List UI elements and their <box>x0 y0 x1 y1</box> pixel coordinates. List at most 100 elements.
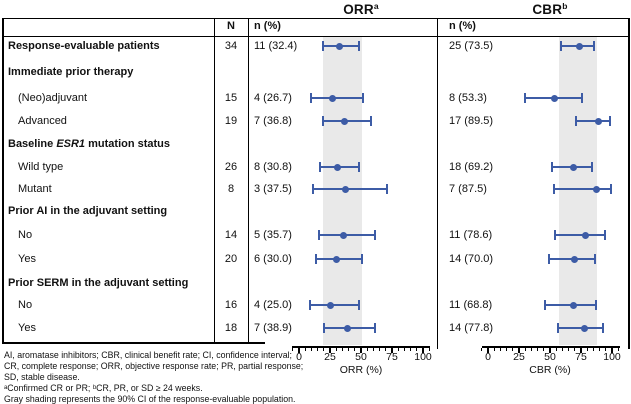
cbr-point-estimate-dot <box>593 185 600 193</box>
cbr-ci-whisker <box>558 327 604 329</box>
cbr-major-tick <box>611 347 613 354</box>
cbr-npct-cell: 11 (78.6) <box>449 229 493 241</box>
category-row-label: Prior AI in the adjuvant setting <box>8 205 168 217</box>
subgroup-row-label: Advanced <box>18 115 67 127</box>
cbr-tick-label: 0 <box>485 351 491 363</box>
cbr-point-estimate-dot <box>595 117 603 125</box>
orr-tick-label: 100 <box>414 351 432 363</box>
orr-minor-tick <box>403 347 406 352</box>
cbr-minor-tick <box>530 347 533 352</box>
cbr-tick-label: 75 <box>575 351 587 363</box>
cbr-ci-cap-high <box>594 254 597 264</box>
cbr-npct-cell: 11 (68.8) <box>449 299 493 311</box>
cbr-npct-cell: 25 (73.5) <box>449 40 494 52</box>
orr-minor-tick <box>409 347 412 352</box>
cbr-major-tick <box>580 347 582 354</box>
orr-ci-cap-low <box>310 93 313 103</box>
cbr-ci-cap-low <box>559 41 562 51</box>
cbr-minor-tick <box>555 347 557 352</box>
orr-panel-title: ORRa <box>299 1 423 17</box>
cbr-npct-cell: 14 (77.8) <box>449 322 494 334</box>
subgroup-row-label: Response-evaluable patients <box>8 40 160 52</box>
orr-ci-cap-low <box>321 116 324 126</box>
cbr-minor-tick <box>598 347 601 352</box>
cbr-minor-tick <box>592 347 595 352</box>
orr-ci-cap-high <box>357 41 360 51</box>
cbr-minor-tick <box>605 347 607 352</box>
orr-minor-tick <box>316 347 319 352</box>
subgroup-row-label: No <box>18 229 33 241</box>
orr-minor-tick <box>428 347 430 352</box>
footnote-gray-shading: Gray shading represents the 90% CI of th… <box>4 394 296 404</box>
orr-tick-label: 50 <box>355 351 367 363</box>
cbr-ci-cap-high <box>593 41 596 51</box>
cbr-column-left-border <box>436 17 438 349</box>
orr-major-tick <box>329 347 331 354</box>
orr-point-estimate-dot <box>342 185 349 193</box>
category-row-label: Prior SERM in the adjuvant setting <box>8 277 189 289</box>
orr-minor-tick <box>354 347 356 352</box>
cbr-ci-cap-low <box>548 254 551 264</box>
orr-ci-cap-high <box>386 184 389 194</box>
orr-point-estimate-dot <box>332 255 340 263</box>
header-underline <box>2 35 629 38</box>
n-value-cell: 20 <box>224 253 238 265</box>
cbr-minor-tick <box>499 347 502 352</box>
orr-tick-label: 25 <box>324 351 336 363</box>
n-value-cell: 19 <box>224 115 238 127</box>
cbr-ci-cap-low <box>557 323 560 333</box>
orr-minor-tick <box>335 347 337 352</box>
cbr-minor-tick <box>505 347 508 352</box>
orr-npct-cell: 4 (25.0) <box>254 299 292 311</box>
n-value-cell: 16 <box>224 299 238 311</box>
cbr-point-estimate-dot <box>580 324 588 332</box>
gene-name-italic: ESR1 <box>56 138 86 150</box>
orr-ci-cap-high <box>373 323 376 333</box>
cbr-ci-cap-low <box>551 162 554 172</box>
orr-point-estimate-dot <box>328 94 336 102</box>
cbr-ci-whisker <box>554 234 606 236</box>
orr-ci-cap-low <box>322 41 325 51</box>
n-column-left-border <box>213 17 215 344</box>
subgroup-row-label: Mutant <box>18 183 52 195</box>
orr-ci-whisker <box>311 97 363 99</box>
orr-major-tick <box>391 347 393 354</box>
orr-ci-cap-low <box>314 254 317 264</box>
subgroup-row-label: Yes <box>18 322 36 334</box>
orr-major-tick <box>298 347 300 354</box>
orr-ci-cap-high <box>369 116 372 126</box>
cbr-point-estimate-dot <box>550 94 558 102</box>
orr-title-superscript: a <box>373 1 379 11</box>
orr-ci-cap-low <box>318 162 321 172</box>
cbr-ci-cap-high <box>591 162 594 172</box>
orr-npct-column-header: n (%) <box>254 20 281 32</box>
table-left-border <box>2 17 4 344</box>
cbr-ci-cap-high <box>609 116 612 126</box>
orr-npct-cell: 7 (38.9) <box>254 322 292 334</box>
cbr-npct-cell: 17 (89.5) <box>449 115 494 127</box>
orr-column-left-border <box>247 17 249 344</box>
cbr-minor-tick <box>561 347 564 352</box>
orr-major-tick <box>360 347 362 354</box>
cbr-tick-label: 100 <box>603 351 621 363</box>
orr-minor-tick <box>378 347 381 352</box>
orr-npct-cell: 7 (36.8) <box>254 115 292 127</box>
subgroup-row-label: Wild type <box>18 161 64 173</box>
orr-ci-whisker <box>319 234 375 236</box>
n-column-header: N <box>227 20 235 32</box>
category-row-label: Immediate prior therapy <box>8 66 134 78</box>
orr-npct-cell: 3 (37.5) <box>254 183 292 195</box>
cbr-ci-cap-low <box>552 184 555 194</box>
orr-ci-whisker <box>310 304 360 306</box>
n-value-cell: 14 <box>224 229 238 241</box>
orr-point-estimate-dot <box>343 324 351 332</box>
n-value-cell: 8 <box>227 183 235 195</box>
subgroup-row-label: (Neo)adjuvant <box>18 92 88 104</box>
orr-ci-cap-low <box>309 300 312 310</box>
orr-ci-cap-high <box>361 254 364 264</box>
cbr-minor-tick <box>524 347 526 352</box>
cbr-ci-cap-high <box>581 93 584 103</box>
cbr-ci-cap-low <box>575 116 578 126</box>
orr-ci-cap-high <box>373 230 376 240</box>
